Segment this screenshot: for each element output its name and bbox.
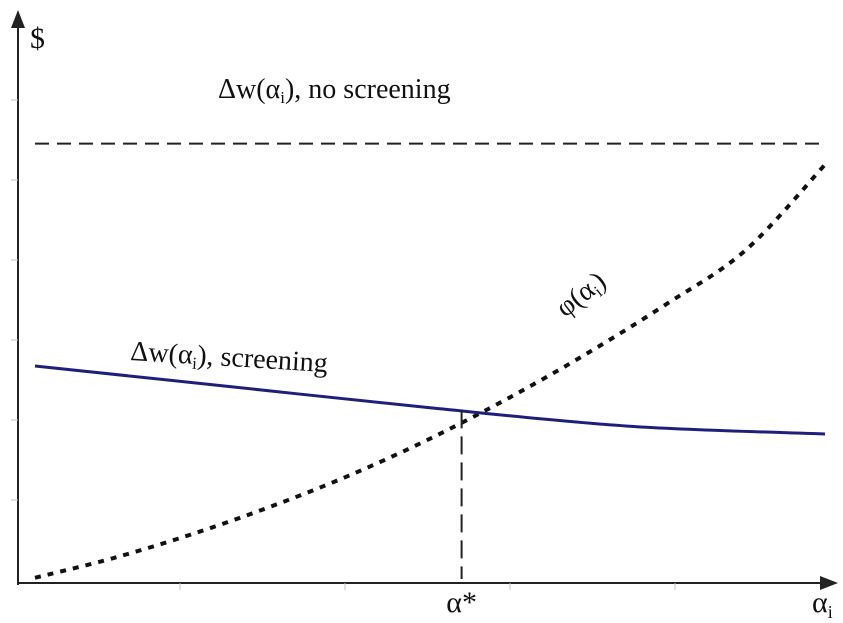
x-axis-label-main: α: [812, 586, 828, 619]
label-no-screening: Δw(αi), no screening: [218, 74, 451, 107]
label-no-screening-post: ), no screening: [285, 74, 451, 105]
series-screening-line: [34, 364, 826, 436]
x-axis-label-sub: i: [828, 602, 833, 622]
label-screening-post: ), screening: [196, 340, 328, 379]
y-axis-label: $: [30, 22, 45, 55]
label-no-screening-pre: Δw(α: [218, 74, 281, 105]
label-screening-pre: Δw(α: [130, 336, 194, 371]
label-screening-sub: i: [192, 354, 198, 373]
label-phi: φ(αi): [550, 266, 613, 325]
label-no-screening-sub: i: [280, 88, 285, 107]
x-axis-arrow: [820, 576, 838, 590]
y-axis-arrow: [11, 10, 25, 28]
series-phi-curve: [34, 163, 827, 580]
label-screening: Δw(αi), screening: [129, 336, 328, 381]
x-axis-label: αi: [812, 586, 833, 622]
x-ticks: [179, 583, 676, 590]
alpha-star-label: α*: [446, 586, 477, 619]
y-ticks: [11, 99, 18, 501]
